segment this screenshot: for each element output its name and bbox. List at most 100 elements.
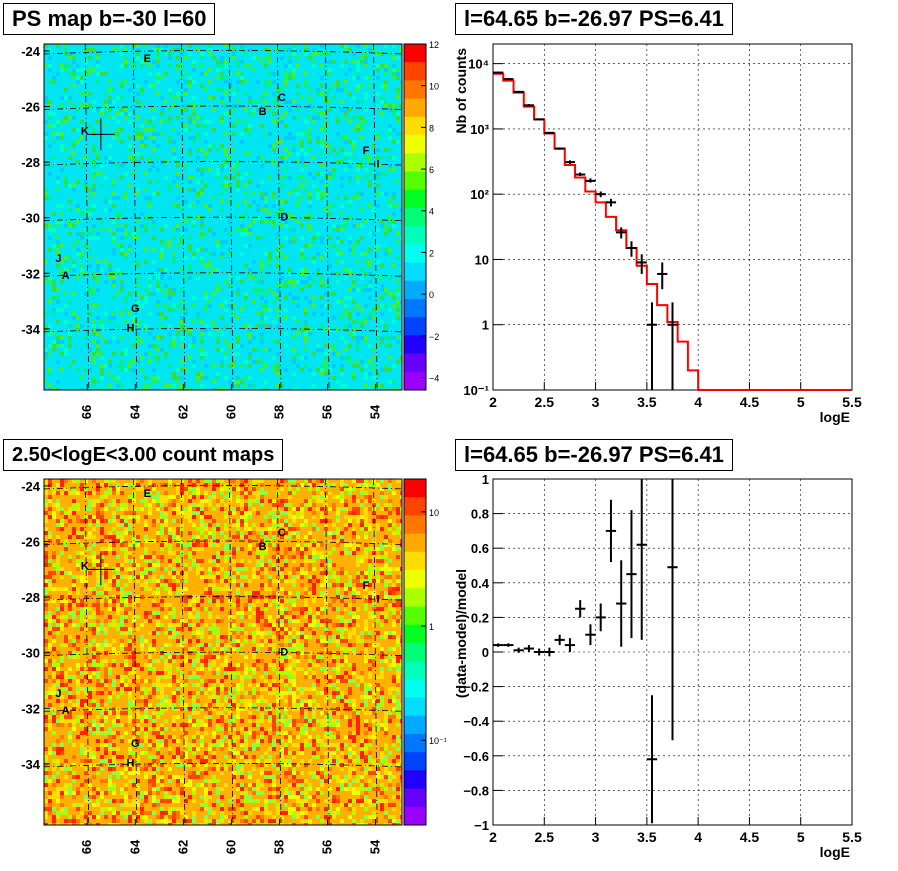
map-pixel bbox=[144, 352, 148, 356]
map-pixel bbox=[232, 168, 236, 172]
map-pixel bbox=[232, 304, 236, 308]
map-pixel bbox=[364, 376, 368, 380]
map-pixel bbox=[260, 563, 264, 567]
map-pixel bbox=[280, 56, 284, 60]
map-pixel bbox=[348, 587, 352, 591]
map-pixel bbox=[228, 344, 232, 348]
map-pixel bbox=[288, 611, 292, 615]
map-pixel bbox=[184, 368, 188, 372]
map-pixel bbox=[204, 324, 208, 328]
map-pixel bbox=[396, 308, 400, 312]
map-pixel bbox=[128, 360, 132, 364]
map-pixel bbox=[312, 543, 316, 547]
map-pixel bbox=[124, 507, 128, 511]
map-pixel bbox=[368, 288, 372, 292]
map-pixel bbox=[64, 491, 68, 495]
map-pixel bbox=[316, 611, 320, 615]
map-pixel bbox=[200, 220, 204, 224]
map-pixel bbox=[120, 128, 124, 132]
map-pixel bbox=[216, 667, 220, 671]
map-pixel bbox=[296, 551, 300, 555]
map-pixel bbox=[96, 559, 100, 563]
map-pixel bbox=[392, 567, 396, 571]
map-pixel bbox=[208, 80, 212, 84]
map-pixel bbox=[320, 643, 324, 647]
map-pixel bbox=[56, 388, 60, 390]
map-pixel bbox=[116, 228, 120, 232]
map-pixel bbox=[192, 547, 196, 551]
map-pixel bbox=[400, 599, 402, 603]
map-pixel bbox=[320, 655, 324, 659]
map-pixel bbox=[320, 196, 324, 200]
map-pixel bbox=[112, 583, 116, 587]
map-pixel bbox=[372, 376, 376, 380]
map-pixel bbox=[276, 308, 280, 312]
map-pixel bbox=[144, 260, 148, 264]
map-pixel bbox=[200, 647, 204, 651]
map-pixel bbox=[236, 583, 240, 587]
map-pixel bbox=[112, 623, 116, 627]
map-pixel bbox=[272, 92, 276, 96]
map-pixel bbox=[248, 691, 252, 695]
map-pixel bbox=[92, 687, 96, 691]
map-pixel bbox=[120, 647, 124, 651]
map-pixel bbox=[356, 68, 360, 72]
map-pixel bbox=[352, 252, 356, 256]
map-pixel bbox=[56, 240, 60, 244]
map-pixel bbox=[52, 140, 56, 144]
map-pixel bbox=[312, 579, 316, 583]
map-pixel bbox=[276, 587, 280, 591]
map-pixel bbox=[360, 523, 364, 527]
map-pixel bbox=[56, 627, 60, 631]
map-pixel bbox=[376, 555, 380, 559]
map-pixel bbox=[296, 647, 300, 651]
map-pixel bbox=[76, 220, 80, 224]
map-pixel bbox=[124, 483, 128, 487]
map-pixel bbox=[240, 643, 244, 647]
map-pixel bbox=[120, 108, 124, 112]
map-pixel bbox=[196, 116, 200, 120]
map-pixel bbox=[368, 559, 372, 563]
map-pixel bbox=[312, 156, 316, 160]
map-pixel bbox=[304, 599, 308, 603]
map-pixel bbox=[136, 56, 140, 60]
map-pixel bbox=[120, 519, 124, 523]
map-pixel bbox=[68, 116, 72, 120]
map-pixel bbox=[384, 44, 388, 48]
map-pixel bbox=[136, 687, 140, 691]
map-pixel bbox=[212, 56, 216, 60]
map-pixel bbox=[180, 495, 184, 499]
map-pixel bbox=[240, 364, 244, 368]
map-pixel bbox=[64, 352, 68, 356]
map-pixel bbox=[228, 631, 232, 635]
map-pixel bbox=[152, 292, 156, 296]
map-pixel bbox=[248, 547, 252, 551]
map-pixel bbox=[312, 587, 316, 591]
map-pixel bbox=[200, 627, 204, 631]
map-pixel bbox=[148, 276, 152, 280]
map-pixel bbox=[176, 579, 180, 583]
map-pixel bbox=[220, 168, 224, 172]
map-pixel bbox=[104, 495, 108, 499]
map-pixel bbox=[260, 555, 264, 559]
map-pixel bbox=[148, 559, 152, 563]
map-pixel bbox=[288, 268, 292, 272]
map-pixel bbox=[196, 180, 200, 184]
map-pixel bbox=[188, 511, 192, 515]
map-pixel bbox=[280, 487, 284, 491]
map-pixel bbox=[116, 212, 120, 216]
map-pixel bbox=[228, 599, 232, 603]
map-pixel bbox=[332, 84, 336, 88]
map-pixel bbox=[276, 252, 280, 256]
map-pixel bbox=[288, 48, 292, 52]
map-pixel bbox=[144, 44, 148, 48]
map-pixel bbox=[352, 551, 356, 555]
map-pixel bbox=[240, 44, 244, 48]
map-pixel bbox=[204, 587, 208, 591]
map-pixel bbox=[208, 304, 212, 308]
map-pixel bbox=[216, 523, 220, 527]
map-pixel bbox=[152, 659, 156, 663]
map-pixel bbox=[368, 599, 372, 603]
map-pixel bbox=[340, 623, 344, 627]
map-pixel bbox=[176, 96, 180, 100]
